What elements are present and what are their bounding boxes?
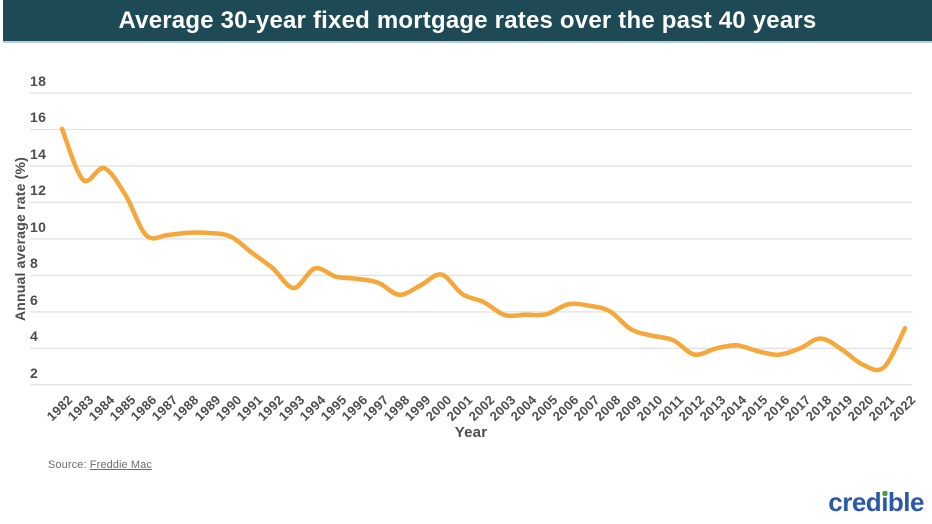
y-tick-label-14: 14 [30,145,47,162]
y-tick-label-8: 8 [30,255,39,272]
source-attribution: Source: Freddie Mac [48,459,152,471]
logo-text-ble: ble [887,487,925,517]
y-tick-label-4: 4 [30,328,39,345]
x-axis-title: Year [454,424,488,441]
logo-letter-i: ı [881,487,888,517]
chart-title: Average 30-year fixed mortgage rates ove… [118,6,817,34]
title-bar: Average 30-year fixed mortgage rates ove… [3,0,932,41]
logo-text-cred: cred [828,487,882,517]
y-tick-label-6: 6 [30,291,39,308]
y-axis-title: Annual average rate (%) [12,156,28,322]
rate-line [59,126,908,373]
freddie-mac-link[interactable]: Freddie Mac [89,459,152,471]
source-prefix: Source: [48,459,90,471]
y-tick-label-18: 18 [30,73,47,89]
y-tick-label-10: 10 [30,218,47,235]
y-tick-label-2: 2 [30,364,39,381]
credible-logo: credıble [828,489,924,515]
y-tick-label-12: 12 [30,182,47,199]
y-tick-label-16: 16 [30,109,47,126]
